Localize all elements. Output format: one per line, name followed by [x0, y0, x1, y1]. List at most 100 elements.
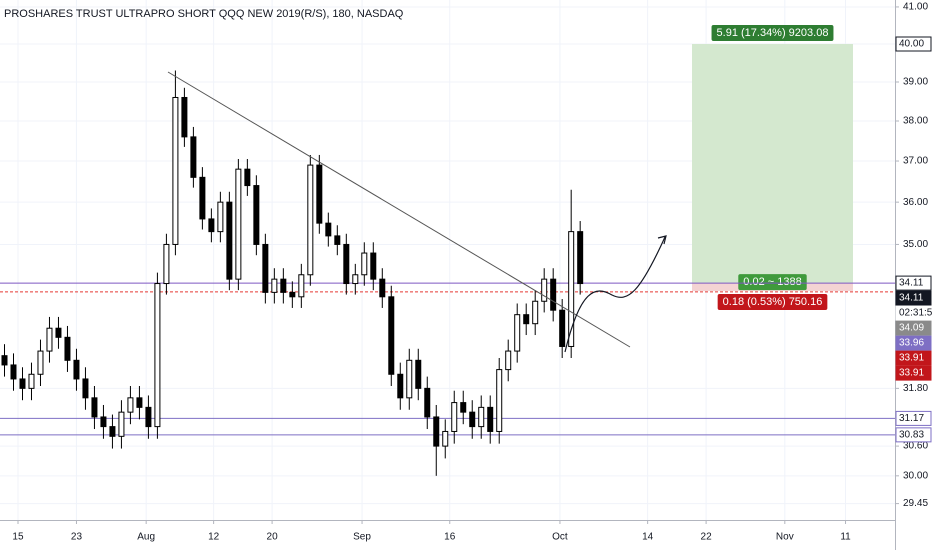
candle-body: [37, 350, 44, 375]
price-badge: [895, 290, 932, 306]
candle-body: [73, 359, 80, 380]
entry-label-text: 0.02 ~ 1388: [743, 276, 801, 288]
y-tick-label: 37.00: [903, 156, 928, 167]
x-tick-label: 20: [267, 532, 279, 543]
entry-label: 0.02 ~ 1388: [738, 274, 807, 291]
candle: [280, 268, 287, 304]
candle: [307, 154, 314, 286]
candle: [361, 242, 368, 286]
candle: [208, 208, 215, 243]
candle: [145, 395, 152, 439]
price-badge-label: 34.11: [899, 293, 924, 304]
target-label: 5.91 (17.34%) 9203.08: [711, 25, 834, 42]
candle: [118, 400, 125, 449]
candle-body: [262, 243, 269, 293]
candle-body: [190, 136, 197, 178]
candle: [244, 159, 251, 196]
candle: [235, 159, 242, 291]
candle-body: [28, 373, 35, 389]
price-badge-label: 02:31:55: [899, 308, 932, 319]
candle-body: [91, 397, 98, 418]
y-tick-label: 38.00: [903, 116, 928, 127]
candle-body: [127, 397, 134, 413]
candle: [226, 191, 233, 291]
candle: [262, 233, 269, 304]
candle: [91, 386, 98, 430]
candle-body: [388, 296, 395, 375]
candle: [136, 386, 143, 420]
price-badge: [895, 275, 932, 291]
candle: [1, 344, 8, 377]
price-badge-label: 34.11: [899, 278, 924, 289]
candle: [271, 268, 278, 304]
candle: [217, 191, 224, 243]
arrow-head: [657, 235, 667, 245]
candle: [424, 376, 431, 430]
candle-body: [253, 185, 260, 245]
price-badge-label: 30.83: [899, 430, 924, 441]
candle: [334, 225, 341, 256]
candle-body: [82, 378, 89, 399]
candle-body: [100, 416, 107, 428]
price-badge: [895, 320, 932, 336]
candle-body: [568, 231, 575, 347]
profit-zone: [692, 44, 853, 284]
candle-body: [370, 252, 377, 280]
candle-body: [469, 411, 476, 428]
candle-body: [487, 406, 494, 432]
candle-body: [10, 364, 17, 380]
candle-body: [55, 327, 62, 338]
candle: [415, 348, 422, 401]
candle-body: [280, 278, 287, 293]
stop-label: 0.18 (0.53%) 750.16: [717, 294, 828, 311]
stop-label-text: 0.18 (0.53%) 750.16: [723, 296, 823, 308]
price-badge-label: 34.09: [899, 323, 924, 334]
candle: [253, 175, 260, 256]
candle-body: [217, 201, 224, 233]
candle-body: [109, 426, 116, 437]
x-tick-label: 22: [701, 532, 713, 543]
y-tick-label: 31.80: [903, 383, 928, 394]
x-tick-label: 15: [12, 532, 24, 543]
candle: [352, 263, 359, 295]
candle: [19, 367, 26, 401]
candle-body: [397, 373, 404, 399]
y-tick-label: 30.60: [903, 441, 928, 452]
projection-arrow: [564, 236, 666, 353]
candle: [172, 70, 179, 256]
candle-body: [208, 218, 215, 233]
y-tick-label: 35.00: [903, 239, 928, 250]
candle-body: [514, 314, 521, 352]
candle: [433, 404, 440, 476]
candle: [55, 316, 62, 349]
candle: [343, 233, 350, 295]
price-badge: [895, 365, 932, 381]
candle-body: [145, 406, 152, 428]
candle: [442, 419, 449, 459]
stop-label-bg: [717, 294, 828, 311]
candle: [28, 362, 35, 401]
x-tick-label: 12: [208, 532, 220, 543]
candle: [406, 348, 413, 410]
price-badge: [895, 335, 932, 351]
y-tick-label: 36.00: [903, 197, 928, 208]
candle-body: [19, 378, 26, 389]
candle-body: [46, 327, 53, 352]
candle-body: [433, 416, 440, 447]
candle-body: [172, 96, 179, 245]
candle: [505, 339, 512, 382]
candle: [397, 362, 404, 410]
candle: [469, 400, 476, 439]
axes: 41.00 40.00 39.00 38.00 37.00 36.00 35.00 31.80…: [12, 2, 932, 543]
candle-body: [577, 231, 584, 285]
candle: [298, 263, 305, 308]
candle: [487, 395, 494, 444]
x-tick-label: 16: [444, 532, 456, 543]
candle: [388, 285, 395, 387]
candle-body: [271, 278, 278, 293]
x-tick-label: Sep: [353, 532, 371, 543]
candle-body: [181, 96, 188, 138]
y-tick-label: 39.00: [903, 77, 928, 88]
candle-body: [289, 291, 296, 298]
